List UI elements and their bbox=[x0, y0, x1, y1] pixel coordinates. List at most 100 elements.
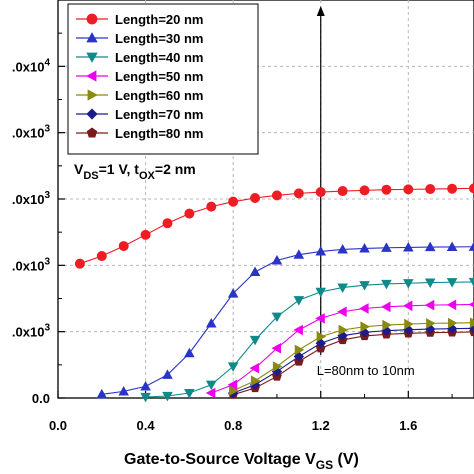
data-point bbox=[404, 318, 414, 330]
data-point bbox=[446, 299, 457, 311]
data-point bbox=[271, 342, 282, 354]
conditions-label: VDS=1 V, tOX=2 nm bbox=[74, 161, 196, 182]
series-line bbox=[145, 281, 474, 398]
data-point bbox=[271, 254, 283, 265]
data-point bbox=[381, 279, 392, 290]
data-point bbox=[140, 229, 151, 240]
legend-items: Length=20 nm Length=30 nm Length=40 nm Leng… bbox=[76, 12, 204, 141]
series-markers bbox=[74, 183, 474, 403]
data-point bbox=[272, 361, 283, 372]
y-tick-label: .0x103 bbox=[12, 256, 51, 273]
data-point bbox=[426, 318, 436, 329]
data-point bbox=[315, 313, 325, 324]
data-point bbox=[447, 183, 458, 194]
data-point bbox=[184, 347, 195, 358]
data-point bbox=[184, 388, 195, 399]
annotation-label: L=80nm to 10nm bbox=[317, 363, 415, 378]
data-point bbox=[184, 208, 195, 219]
data-point bbox=[402, 300, 413, 312]
legend-label: Length=20 nm bbox=[115, 12, 204, 27]
data-point bbox=[337, 243, 348, 254]
data-point bbox=[468, 277, 474, 288]
data-point bbox=[250, 375, 261, 387]
data-point bbox=[250, 193, 261, 204]
legend-label: Length=70 nm bbox=[115, 107, 204, 122]
legend-marker bbox=[87, 89, 98, 101]
data-point bbox=[359, 185, 370, 196]
data-point bbox=[271, 190, 282, 201]
legend-label: Length=40 nm bbox=[115, 50, 204, 65]
data-point bbox=[293, 351, 305, 362]
data-point bbox=[140, 380, 151, 391]
x-tick-label: 1.2 bbox=[312, 418, 330, 433]
data-point bbox=[293, 188, 304, 199]
data-point bbox=[206, 201, 217, 212]
legend-label: Length=30 nm bbox=[115, 31, 204, 46]
data-point bbox=[293, 249, 305, 259]
data-point bbox=[315, 287, 327, 298]
legend-marker bbox=[86, 108, 98, 120]
data-point bbox=[293, 296, 305, 306]
data-point bbox=[229, 385, 239, 396]
data-point bbox=[403, 241, 414, 252]
data-point bbox=[249, 362, 260, 374]
legend-marker bbox=[86, 70, 97, 82]
data-point bbox=[227, 288, 239, 298]
data-point bbox=[96, 388, 108, 399]
y-tick-label: .0x103 bbox=[12, 323, 51, 340]
data-point bbox=[205, 387, 216, 399]
x-tick-label: 0.8 bbox=[224, 418, 242, 433]
y-tick-label: .0x104 bbox=[12, 57, 51, 74]
data-point bbox=[359, 242, 370, 253]
legend-marker bbox=[86, 52, 98, 63]
data-point bbox=[469, 317, 474, 328]
data-point bbox=[338, 324, 349, 336]
annotation-arrowhead bbox=[316, 6, 325, 16]
y-tick-labels: 0.0 .0x103 .0x103 .0x103 .0x103 .0x104 bbox=[12, 57, 51, 406]
legend: Length=20 nm Length=30 nm Length=40 nm Leng… bbox=[67, 3, 259, 155]
data-point bbox=[446, 241, 458, 252]
data-point bbox=[96, 251, 107, 262]
data-point bbox=[337, 186, 348, 197]
series-line bbox=[211, 303, 474, 394]
x-tick-labels: 0.0 0.4 0.8 1.2 1.6 bbox=[49, 418, 417, 433]
data-point bbox=[424, 299, 435, 311]
y-tick-label: .0x103 bbox=[12, 190, 51, 207]
x-tick-label: 0.0 bbox=[49, 418, 67, 433]
data-point bbox=[381, 184, 392, 195]
data-point bbox=[74, 258, 85, 269]
data-point bbox=[118, 241, 129, 252]
data-point bbox=[359, 303, 369, 314]
data-point bbox=[162, 369, 173, 379]
data-point bbox=[337, 283, 348, 293]
data-point bbox=[162, 391, 173, 402]
legend-box bbox=[67, 3, 259, 155]
data-point bbox=[205, 317, 217, 328]
data-point bbox=[227, 379, 238, 391]
data-point bbox=[162, 218, 173, 229]
data-point bbox=[403, 279, 414, 289]
data-point bbox=[446, 278, 458, 288]
annotation: L=80nm to 10nm bbox=[316, 6, 415, 378]
data-point bbox=[249, 335, 261, 346]
data-point bbox=[380, 301, 391, 313]
data-point bbox=[425, 184, 436, 195]
y-tick-label: 0.0 bbox=[32, 391, 50, 406]
data-point bbox=[469, 183, 474, 194]
x-tick-label: 1.6 bbox=[399, 418, 417, 433]
data-point bbox=[382, 319, 392, 331]
legend-marker bbox=[86, 127, 98, 138]
data-point bbox=[360, 321, 370, 332]
data-point bbox=[316, 331, 327, 342]
data-point bbox=[249, 266, 261, 277]
legend-marker bbox=[86, 32, 98, 43]
data-point bbox=[315, 245, 327, 256]
legend-label: Length=80 nm bbox=[115, 126, 204, 141]
data-point bbox=[118, 385, 129, 396]
data-point bbox=[448, 317, 458, 329]
legend-label: Length=60 nm bbox=[115, 88, 204, 103]
data-point bbox=[315, 187, 326, 198]
data-point bbox=[227, 362, 239, 372]
data-point bbox=[381, 242, 392, 252]
